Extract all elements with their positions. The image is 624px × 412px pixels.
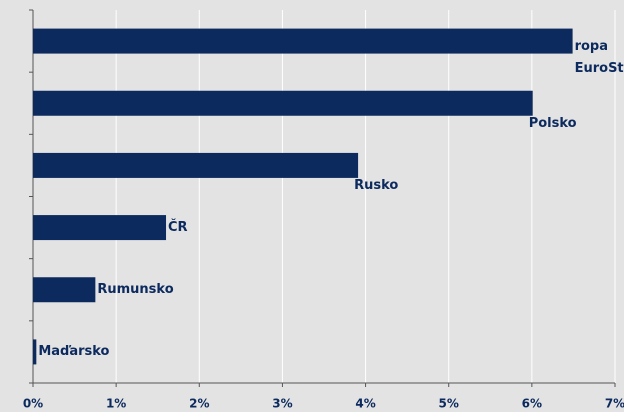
bar-label: Rusko	[354, 178, 399, 194]
bar	[33, 152, 359, 178]
x-tick-label: 3%	[272, 397, 292, 411]
x-tick-label: 6%	[522, 397, 542, 411]
x-tick-label: 5%	[439, 397, 459, 411]
x-tick-label: 7%	[605, 397, 624, 411]
bar-label: Polsko	[528, 116, 577, 132]
bar-label: ropa EuroStoxx	[574, 39, 624, 77]
x-tick-label: 4%	[355, 397, 375, 411]
x-tick-label: 1%	[106, 397, 126, 411]
bar-label: ČR	[168, 219, 188, 235]
bar	[33, 28, 573, 54]
x-tick-label: 2%	[189, 397, 209, 411]
bar	[33, 90, 533, 116]
bar-label: Maďarsko	[38, 343, 110, 359]
bar	[33, 215, 167, 241]
bar	[33, 339, 37, 365]
bar-label: Rumunsko	[97, 281, 174, 297]
bar	[33, 277, 96, 303]
x-tick-label: 0%	[23, 397, 43, 411]
